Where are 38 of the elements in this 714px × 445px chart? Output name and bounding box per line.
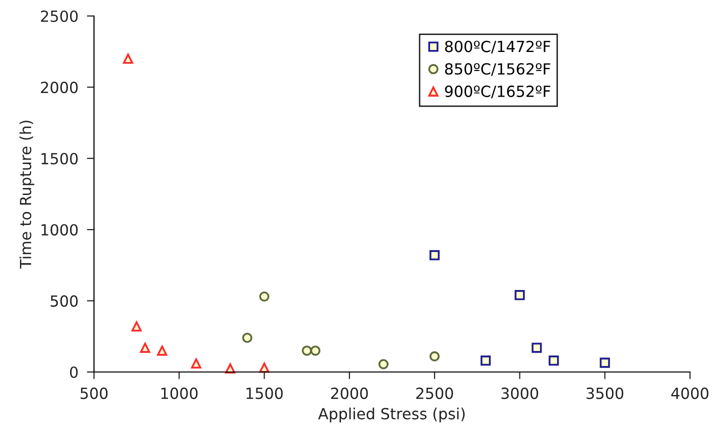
point xyxy=(378,359,389,370)
x-tick-label: 1500 xyxy=(246,388,283,400)
point xyxy=(140,342,150,353)
y-tick-label: 0 xyxy=(70,366,78,378)
x-tick-label: 3500 xyxy=(586,388,624,400)
point xyxy=(532,342,542,353)
point xyxy=(430,351,440,362)
point xyxy=(157,346,168,356)
legend-label: 900ºC/1652ºF xyxy=(445,86,550,98)
point xyxy=(242,332,252,343)
legend-label: 800ºC/1472ºF xyxy=(445,40,550,54)
x-tick-label: 4000 xyxy=(671,388,708,400)
point xyxy=(310,346,320,356)
x-tick-label: 1000 xyxy=(161,388,198,400)
point xyxy=(259,291,270,302)
point xyxy=(225,363,236,374)
point xyxy=(302,346,312,356)
x-tick-label: 2000 xyxy=(331,388,368,400)
y-tick-label: 2000 xyxy=(40,82,78,94)
point xyxy=(548,356,559,366)
y-axis-title: Time to Rupture (h) xyxy=(20,120,34,269)
point xyxy=(132,321,142,332)
point xyxy=(600,358,610,368)
x-tick-label: 2500 xyxy=(416,388,453,400)
y-tick-label: 1000 xyxy=(42,224,78,236)
point xyxy=(480,356,491,366)
y-tick-label: 500 xyxy=(50,295,78,307)
point xyxy=(430,250,440,260)
point xyxy=(514,290,525,300)
x-tick-label: 3000 xyxy=(501,388,538,400)
point xyxy=(122,54,134,64)
x-axis-title: Applied Stress (psi) xyxy=(318,408,465,422)
y-tick-label: 1500 xyxy=(42,152,78,164)
point xyxy=(191,358,202,369)
x-tick-label: 500 xyxy=(80,388,108,400)
point xyxy=(259,362,270,373)
legend-label: 850ºC/1562ºF xyxy=(445,63,550,76)
y-tick-label: 2500 xyxy=(40,10,78,22)
